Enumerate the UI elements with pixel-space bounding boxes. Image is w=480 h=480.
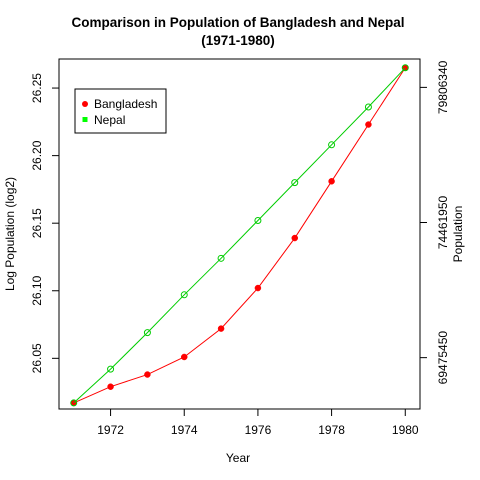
x-tick-label: 1980 [392,423,419,437]
series-line-bangladesh [73,67,406,404]
data-point-nepal [217,254,225,262]
data-point-bangladesh [144,371,151,378]
data-point-nepal [180,291,188,299]
data-point-bangladesh [180,353,188,361]
y-tick-label: 26.05 [30,343,44,373]
legend-label-bangladesh: Bangladesh [94,97,157,111]
legend-label-nepal: Nepal [94,113,125,127]
y-axis: 26.05 26.10 26.15 26.20 26.25 [30,73,59,373]
x-tick-label: 1976 [245,423,272,437]
x-axis: 1972 1974 1976 1978 1980 [97,409,419,437]
series-line-nepal [73,67,406,404]
data-point-bangladesh [328,178,335,185]
legend-symbol-nepal [82,117,88,122]
data-point-nepal [328,141,336,149]
data-point-bangladesh [217,325,225,332]
series-layer [70,64,409,407]
y-tick-label: 26.25 [30,73,44,103]
y2-axis: 69475450 74461950 79806340 [420,60,450,384]
x-axis-title: Year [226,451,250,465]
data-point-nepal [254,216,262,224]
legend: Bangladesh Nepal [74,88,167,134]
legend-box [74,88,167,134]
data-point-bangladesh [107,383,114,390]
data-point-bangladesh [254,284,262,292]
y2-tick-label: 69475450 [436,331,450,385]
x-tick-label: 1978 [318,423,345,437]
y2-axis-title: Population [451,206,465,263]
y-axis-title: Log Population (log2) [3,177,17,291]
plot-frame [58,58,421,410]
x-tick-label: 1972 [97,423,124,437]
data-point-bangladesh [291,234,299,242]
y-tick-label: 26.15 [30,208,44,238]
data-point-nepal [143,329,151,337]
data-point-bangladesh [365,121,372,128]
data-point-nepal [291,179,299,187]
data-point-nepal [401,64,409,72]
y-tick-label: 26.10 [30,275,44,305]
chart-subtitle: (1971-1980) [201,33,275,48]
x-tick-label: 1974 [171,423,198,437]
legend-symbol-bangladesh [82,101,88,107]
chart-title: Comparison in Population of Bangladesh a… [71,15,404,30]
data-point-nepal [107,365,115,373]
data-point-nepal [364,103,372,111]
y2-tick-label: 74461950 [436,195,450,249]
y2-tick-label: 79806340 [436,60,450,114]
data-point-nepal [70,399,78,407]
y-tick-label: 26.20 [30,140,44,170]
